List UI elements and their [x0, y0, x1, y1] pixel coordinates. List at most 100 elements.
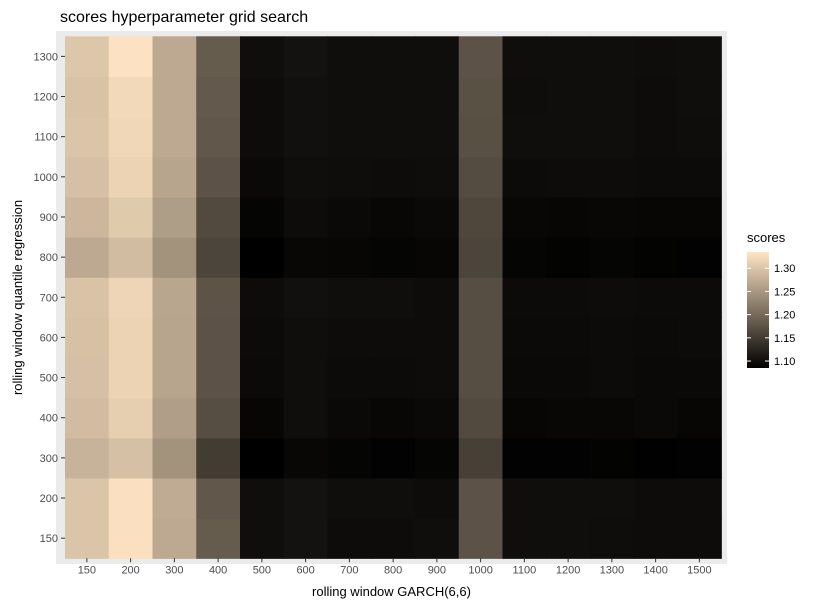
x-tick-label: 1100 [513, 564, 537, 576]
heatmap-cell [546, 477, 591, 519]
legend-tick-label: 1.10 [774, 356, 795, 368]
heatmap-cell [65, 397, 110, 439]
x-tick-label: 900 [428, 564, 446, 576]
heatmap-cell [677, 397, 722, 439]
heatmap-cell [371, 477, 416, 519]
heatmap-cell [590, 76, 635, 118]
heatmap-cell [415, 36, 460, 78]
heatmap-cell [196, 116, 241, 158]
legend-tick-label: 1.15 [774, 333, 795, 345]
heatmap-cell [677, 116, 722, 158]
legend-title: scores [747, 230, 786, 245]
y-tick-label: 1100 [34, 132, 58, 144]
heatmap-cell [283, 196, 329, 238]
heatmap-cell [458, 477, 504, 519]
heatmap-cell [546, 397, 591, 439]
heatmap-cell [458, 437, 504, 479]
heatmap-cell [65, 357, 110, 399]
heatmap-cell [502, 76, 547, 118]
heatmap-cell [196, 277, 241, 318]
heatmap-cell [65, 156, 110, 198]
heatmap-cell [283, 76, 329, 118]
y-tick-label: 800 [40, 252, 58, 264]
heatmap-cell [677, 237, 722, 278]
heatmap-cell [458, 277, 504, 318]
heatmap-cell [152, 477, 197, 519]
heatmap-cell [677, 156, 722, 198]
heatmap-cell [371, 36, 416, 78]
x-tick-label: 200 [121, 564, 139, 576]
x-tick-label: 1300 [600, 564, 624, 576]
heatmap-cell [633, 156, 679, 198]
heatmap-cell [196, 76, 241, 118]
heatmap-cell [283, 237, 329, 278]
heatmap-cell [502, 36, 547, 78]
heatmap-cell [502, 237, 547, 278]
heatmap-cell [590, 277, 635, 318]
heatmap-cell [108, 277, 154, 318]
heatmap-cell [108, 36, 154, 78]
heatmap-cell [502, 156, 547, 198]
heatmap-cell [633, 36, 679, 78]
heatmap-cell [546, 357, 591, 399]
heatmap-cell [590, 156, 635, 198]
heatmap-cell [415, 317, 460, 359]
heatmap-cell [65, 277, 110, 318]
heatmap-cell [327, 317, 372, 359]
heatmap-cell [677, 357, 722, 399]
heatmap-cell [371, 518, 416, 559]
y-tick-label: 1000 [34, 172, 58, 184]
heatmap-cell [196, 397, 241, 439]
heatmap-cell [196, 237, 241, 278]
y-tick-label: 1200 [34, 92, 58, 104]
heatmap-cell [371, 317, 416, 359]
heatmap-cell [590, 477, 635, 519]
heatmap-cell [240, 277, 285, 318]
heatmap-cell [152, 36, 197, 78]
heatmap-cell [65, 437, 110, 479]
heatmap-cell [415, 397, 460, 439]
heatmap-cell [458, 76, 504, 118]
heatmap-cell [633, 397, 679, 439]
heatmap-cell [108, 317, 154, 359]
heatmap-cell [371, 277, 416, 318]
heatmap-cell [108, 357, 154, 399]
heatmap-cell [415, 196, 460, 238]
heatmap-cell [283, 156, 329, 198]
heatmap-cell [108, 477, 154, 519]
x-tick-label: 1400 [643, 564, 667, 576]
heatmap-cell [415, 156, 460, 198]
heatmap-cell [283, 397, 329, 439]
heatmap-cell [590, 196, 635, 238]
y-tick-label: 700 [40, 292, 58, 304]
heatmap-cell [677, 477, 722, 519]
heatmap-cell [196, 36, 241, 78]
x-axis-title: rolling window GARCH(6,6) [312, 584, 471, 599]
heatmap-cell [458, 518, 504, 559]
legend: scores 1.30 1.25 1.20 1.15 1.10 [747, 230, 795, 368]
y-tick-label: 600 [40, 332, 58, 344]
heatmap-cell [633, 357, 679, 399]
y-tick-label: 500 [40, 373, 58, 385]
heatmap-cell [677, 317, 722, 359]
x-tick-label: 1000 [468, 564, 492, 576]
heatmap-cell [371, 196, 416, 238]
heatmap-cell [65, 36, 110, 78]
heatmap-cell [677, 76, 722, 118]
heatmap-cell [65, 518, 110, 559]
y-axis-title: rolling window quantile regression [10, 200, 25, 395]
heatmap-cell [590, 317, 635, 359]
heatmap-cell [633, 76, 679, 118]
x-tick-label: 400 [209, 564, 227, 576]
heatmap-cell [415, 76, 460, 118]
heatmap-cell [152, 357, 197, 399]
heatmap-cell [546, 317, 591, 359]
heatmap-cell [371, 116, 416, 158]
heatmap-cell [327, 518, 372, 559]
heatmap-cell [327, 156, 372, 198]
heatmap-cell [196, 518, 241, 559]
heatmap-cell [502, 397, 547, 439]
heatmap-cell [240, 477, 285, 519]
heatmap-cell [152, 76, 197, 118]
